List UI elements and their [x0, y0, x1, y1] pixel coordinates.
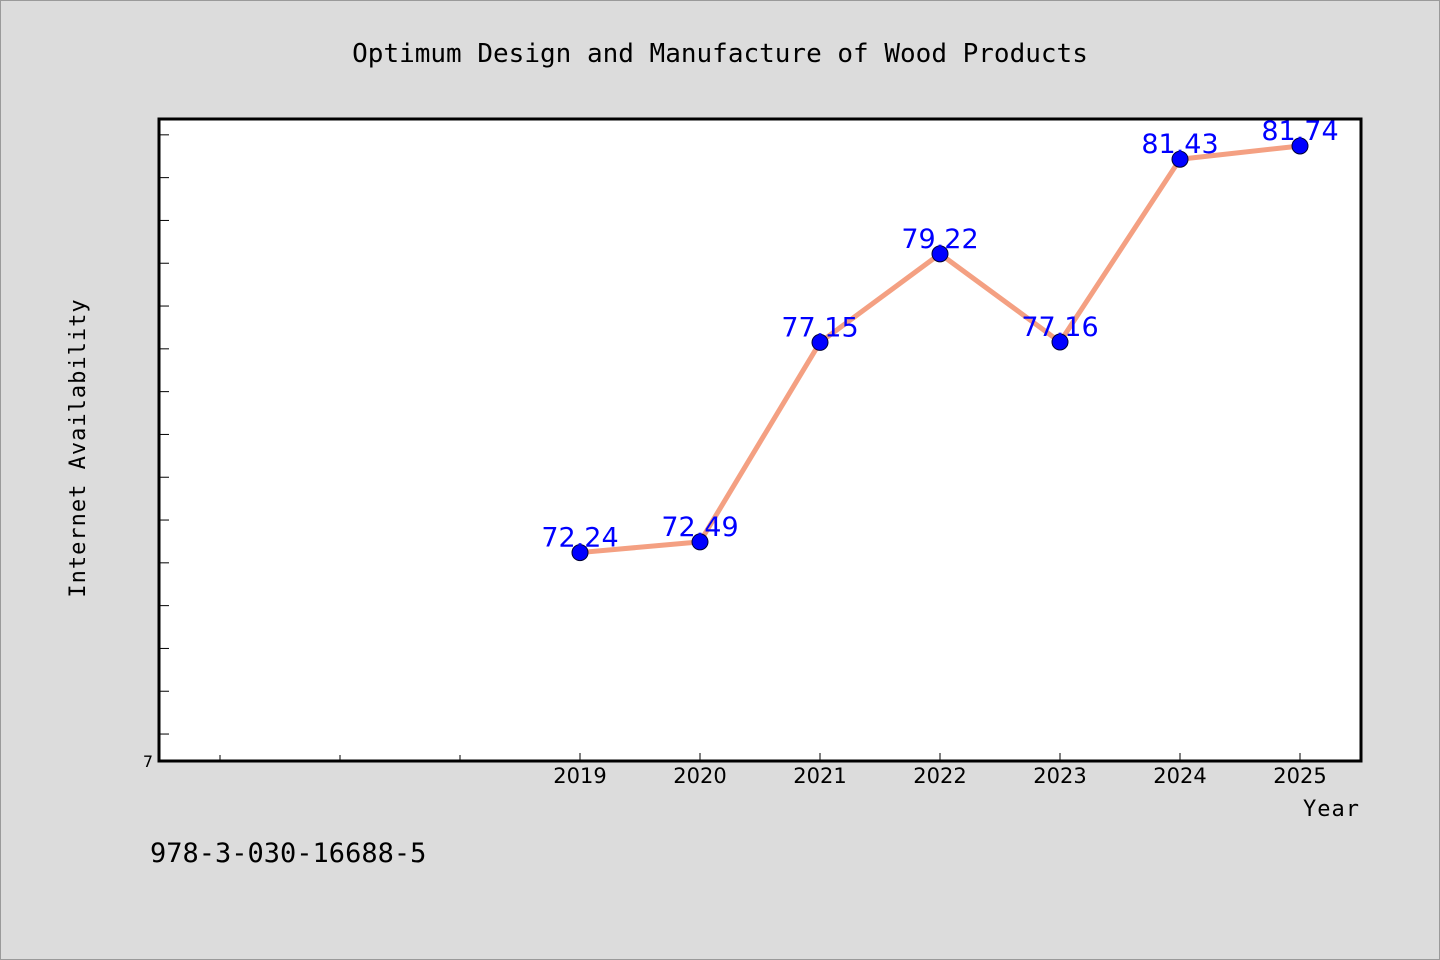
isbn-text: 978-3-030-16688-5 — [150, 838, 426, 869]
x-tick-label: 2019 — [553, 764, 606, 788]
data-point — [1171, 150, 1189, 168]
data-label: 72.49 — [661, 512, 738, 543]
data-point — [691, 533, 709, 551]
data-label: 79.22 — [901, 224, 978, 255]
data-label: 72.24 — [541, 523, 618, 554]
x-tick-label: 2022 — [913, 764, 966, 788]
plot-area — [157, 117, 1363, 763]
data-point — [571, 544, 589, 562]
data-point — [1051, 333, 1069, 351]
series-layer — [571, 137, 1309, 562]
x-tick-label: 2023 — [1033, 764, 1086, 788]
data-label: 81.43 — [1141, 129, 1218, 160]
data-label: 81.74 — [1261, 116, 1338, 147]
y-tick-label: 7 — [143, 752, 153, 771]
data-point — [931, 245, 949, 263]
data-point — [811, 333, 829, 351]
data-labels-layer: 72.24 72.49 77.15 79.22 77.16 81.43 81.74 — [541, 116, 1338, 554]
data-point — [1291, 137, 1309, 155]
y-axis-ticks: 7 — [143, 134, 169, 771]
y-axis-title: Internet Availability — [66, 298, 91, 597]
x-tick-label: 2025 — [1273, 764, 1326, 788]
x-tick-label: 2020 — [673, 764, 726, 788]
x-tick-label: 2024 — [1153, 764, 1206, 788]
chart-title: Optimum Design and Manufacture of Wood P… — [352, 39, 1088, 69]
x-tick-label: 2021 — [793, 764, 846, 788]
data-label: 77.16 — [1021, 312, 1098, 343]
x-axis-title: Year — [1303, 797, 1360, 822]
x-axis-ticks: 2019 2020 2021 2022 2023 2024 2025 — [219, 753, 1327, 788]
data-label: 77.15 — [781, 312, 858, 343]
